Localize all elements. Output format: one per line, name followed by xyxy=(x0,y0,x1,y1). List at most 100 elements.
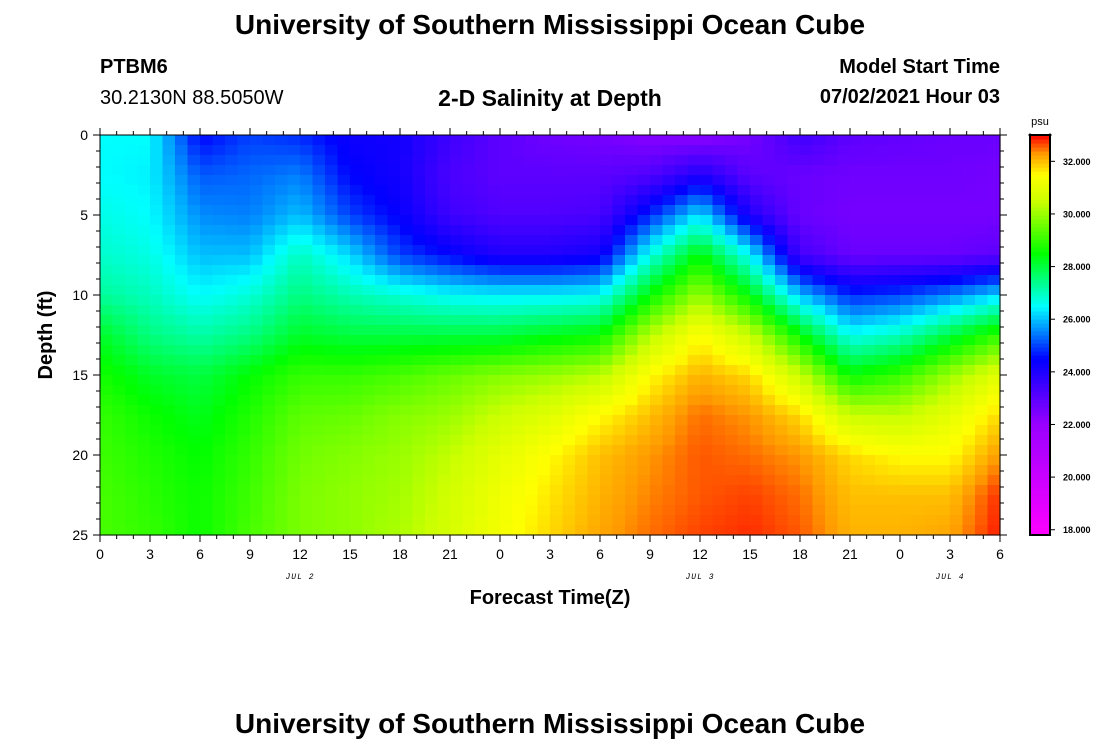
heatmap-cell xyxy=(887,525,901,536)
heatmap-cell xyxy=(475,235,489,246)
heatmap-cell xyxy=(512,445,526,456)
heatmap-cell xyxy=(312,145,326,156)
heatmap-cell xyxy=(862,455,876,466)
heatmap-cell xyxy=(150,385,164,396)
heatmap-cell xyxy=(250,175,264,186)
heatmap-cell xyxy=(937,385,951,396)
heatmap-cell xyxy=(375,365,389,376)
heatmap-cell xyxy=(762,325,776,336)
heatmap-cell xyxy=(950,175,964,186)
heatmap-cell xyxy=(512,255,526,266)
heatmap-cell xyxy=(987,405,1001,416)
heatmap-cell xyxy=(512,265,526,276)
heatmap-cell xyxy=(525,505,539,516)
heatmap-cell xyxy=(125,245,139,256)
heatmap-cell xyxy=(850,465,864,476)
heatmap-cell xyxy=(612,265,626,276)
heatmap-cell xyxy=(662,405,676,416)
heatmap-cell xyxy=(837,475,851,486)
heatmap-cell xyxy=(600,325,614,336)
heatmap-cell xyxy=(187,155,201,166)
heatmap-cell xyxy=(137,155,151,166)
heatmap-cell xyxy=(450,145,464,156)
x-tick-label: 6 xyxy=(996,546,1004,562)
heatmap-cell xyxy=(512,365,526,376)
heatmap-cell xyxy=(500,525,514,536)
heatmap-cell xyxy=(250,415,264,426)
heatmap-cell xyxy=(337,505,351,516)
heatmap-cell xyxy=(912,325,926,336)
heatmap-cell xyxy=(462,265,476,276)
colorbar-tick-label: 20.000 xyxy=(1063,473,1091,483)
heatmap-cell xyxy=(150,285,164,296)
heatmap-cell xyxy=(587,165,601,176)
heatmap-cell xyxy=(575,395,589,406)
heatmap-cell xyxy=(887,435,901,446)
heatmap-cell xyxy=(662,205,676,216)
heatmap-cell xyxy=(425,235,439,246)
heatmap-cell xyxy=(225,425,239,436)
heatmap-cell xyxy=(162,215,176,226)
heatmap-cell xyxy=(775,175,789,186)
heatmap-cell xyxy=(362,275,376,286)
heatmap-cell xyxy=(975,345,989,356)
heatmap-cell xyxy=(875,275,889,286)
heatmap-cell xyxy=(312,235,326,246)
heatmap-cell xyxy=(150,265,164,276)
heatmap-cell xyxy=(362,295,376,306)
heatmap-cell xyxy=(662,155,676,166)
heatmap-cell xyxy=(650,225,664,236)
heatmap-cell xyxy=(550,185,564,196)
heatmap-cell xyxy=(825,165,839,176)
heatmap-cell xyxy=(562,315,576,326)
y-tick-label: 5 xyxy=(80,207,88,223)
heatmap-cell xyxy=(212,235,226,246)
colorbar-corner-dot xyxy=(1048,133,1052,137)
heatmap-cell xyxy=(975,395,989,406)
heatmap-cell xyxy=(250,285,264,296)
heatmap-cell xyxy=(437,425,451,436)
heatmap-cell xyxy=(775,425,789,436)
heatmap-cell xyxy=(287,325,301,336)
heatmap-cell xyxy=(350,195,364,206)
heatmap-cell xyxy=(637,335,651,346)
heatmap-cell xyxy=(175,355,189,366)
heatmap-cell xyxy=(650,205,664,216)
heatmap-cell xyxy=(737,255,751,266)
heatmap-cell xyxy=(962,265,976,276)
heatmap-cell xyxy=(462,235,476,246)
heatmap-cell xyxy=(825,485,839,496)
heatmap-cell xyxy=(787,405,801,416)
colorbar-segment xyxy=(1030,315,1050,320)
heatmap-cell xyxy=(200,165,214,176)
heatmap-cell xyxy=(625,405,639,416)
heatmap-cell xyxy=(300,175,314,186)
heatmap-cell xyxy=(912,505,926,516)
heatmap-cell xyxy=(925,145,939,156)
heatmap-cell xyxy=(675,195,689,206)
heatmap-cell xyxy=(750,255,764,266)
heatmap-cell xyxy=(787,485,801,496)
heatmap-cell xyxy=(337,175,351,186)
heatmap-cell xyxy=(600,455,614,466)
heatmap-cell xyxy=(387,215,401,226)
heatmap-cell xyxy=(175,465,189,476)
heatmap-cell xyxy=(862,145,876,156)
heatmap-cell xyxy=(862,405,876,416)
heatmap-cell xyxy=(612,445,626,456)
heatmap-cell xyxy=(875,215,889,226)
heatmap-cell xyxy=(637,155,651,166)
heatmap-cell xyxy=(725,135,739,146)
heatmap-cell xyxy=(300,385,314,396)
heatmap-cell xyxy=(312,335,326,346)
heatmap-cell xyxy=(412,215,426,226)
heatmap-cell xyxy=(812,425,826,436)
heatmap-cell xyxy=(487,175,501,186)
heatmap-cell xyxy=(787,175,801,186)
heatmap-cell xyxy=(562,135,576,146)
heatmap-cell xyxy=(962,255,976,266)
heatmap-cell xyxy=(350,365,364,376)
heatmap-cell xyxy=(600,255,614,266)
heatmap-cell xyxy=(987,465,1001,476)
heatmap-cell xyxy=(900,295,914,306)
